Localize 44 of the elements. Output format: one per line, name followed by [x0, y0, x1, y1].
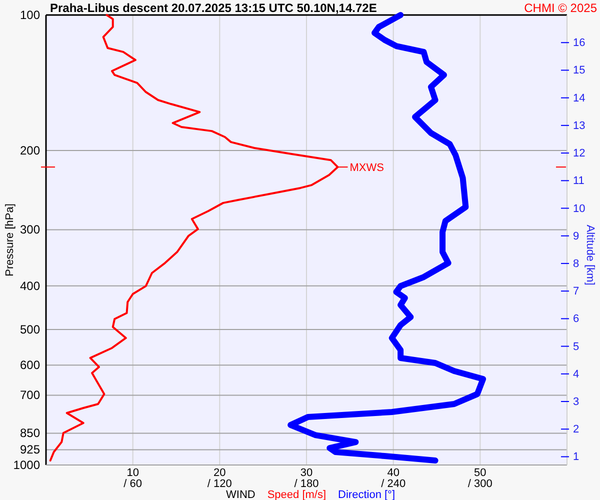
annotation: CHMI © 2025 [524, 1, 598, 15]
y-tick-label: 850 [20, 426, 40, 440]
x-tick-label: 50 [474, 466, 486, 479]
y-tick-label: 300 [20, 222, 40, 237]
x-tick-label: 20 [214, 466, 226, 479]
y2-tick-label: 4 [573, 368, 580, 380]
y2-tick-label: 13 [573, 120, 586, 132]
text: Speed [m/s] [267, 489, 326, 500]
y2-tick-label: 6 [573, 313, 580, 326]
y-tick-label: 400 [20, 278, 40, 293]
y2-tick-label: 11 [573, 175, 584, 188]
x2-tick-label: / 300 [468, 478, 492, 490]
y2-tick-label: 8 [573, 258, 580, 270]
y-tick-label: 600 [20, 358, 40, 372]
y2-axis-title: Altitude [km] [584, 224, 596, 286]
y2-tick-label: 7 [573, 286, 580, 298]
x2-tick-label: / 60 [124, 478, 142, 490]
y-tick-label: 700 [20, 388, 40, 402]
y2-tick-label: 10 [573, 202, 586, 215]
y2-tick-label: 14 [573, 92, 586, 104]
x2-tick-label: / 240 [381, 478, 406, 490]
annotation: MXWS [350, 162, 384, 174]
y2-tick-label: 1 [573, 451, 580, 464]
x-axis-title: WIND [226, 489, 256, 500]
y-axis-title: Pressure [hPa] [4, 204, 16, 276]
x2-tick-label: / 120 [207, 478, 232, 490]
x-tick-label: 40 [387, 466, 400, 479]
y-tick-label: 925 [20, 442, 40, 457]
chart-title: Praha-Libus descent 20.07.2025 13:15 UTC 50.10N,14.72E [50, 1, 377, 15]
y-tick-label: 500 [20, 322, 40, 336]
x-tick-label: 10 [126, 466, 139, 479]
y2-tick-label: 12 [573, 148, 586, 160]
x-tick-label: 30 [300, 466, 313, 479]
y2-tick-label: 16 [573, 37, 586, 50]
y-tick-label: 200 [20, 143, 40, 158]
y2-tick-label: 3 [573, 396, 580, 408]
y2-tick-label: 5 [573, 340, 580, 353]
y-tick-label: 100 [20, 8, 40, 22]
y2-tick-label: 2 [573, 424, 580, 436]
y2-tick-label: 9 [573, 230, 580, 242]
x2-tick-label: / 180 [294, 478, 319, 490]
y-tick-label: 1000 [13, 458, 40, 472]
y2-tick-label: 15 [573, 64, 586, 77]
text: Direction [°] [338, 489, 396, 500]
